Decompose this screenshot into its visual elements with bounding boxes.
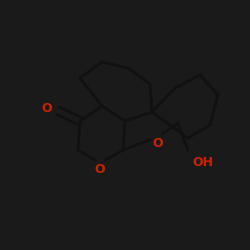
Text: O: O <box>153 137 163 150</box>
Text: O: O <box>42 102 52 114</box>
Text: OH: OH <box>192 156 213 168</box>
Text: O: O <box>95 163 105 176</box>
